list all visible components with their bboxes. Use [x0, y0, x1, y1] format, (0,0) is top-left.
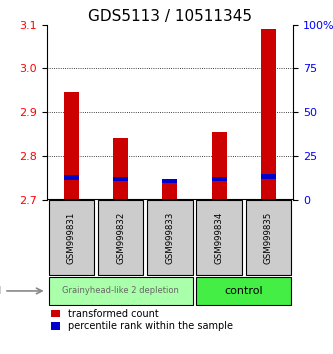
FancyBboxPatch shape — [49, 200, 94, 275]
Text: protocol: protocol — [0, 286, 42, 296]
Text: GSM999834: GSM999834 — [214, 212, 224, 264]
FancyBboxPatch shape — [196, 200, 242, 275]
Legend: transformed count, percentile rank within the sample: transformed count, percentile rank withi… — [52, 309, 233, 331]
Bar — [212, 132, 226, 200]
FancyBboxPatch shape — [147, 200, 192, 275]
FancyBboxPatch shape — [246, 200, 291, 275]
Bar — [113, 138, 128, 200]
FancyBboxPatch shape — [196, 277, 291, 305]
Bar — [113, 177, 128, 181]
Bar — [163, 180, 177, 200]
Bar — [163, 178, 177, 183]
Text: GSM999835: GSM999835 — [264, 212, 273, 264]
FancyBboxPatch shape — [98, 200, 143, 275]
Bar — [261, 174, 276, 178]
Text: GSM999831: GSM999831 — [67, 212, 76, 264]
Bar — [212, 177, 226, 181]
Text: Grainyhead-like 2 depletion: Grainyhead-like 2 depletion — [62, 286, 179, 296]
Bar — [261, 29, 276, 200]
Text: GSM999833: GSM999833 — [165, 212, 174, 264]
Title: GDS5113 / 10511345: GDS5113 / 10511345 — [88, 8, 252, 24]
FancyBboxPatch shape — [49, 277, 192, 305]
Bar — [64, 176, 79, 180]
Text: control: control — [224, 286, 263, 296]
Bar — [64, 92, 79, 200]
Text: GSM999832: GSM999832 — [116, 212, 125, 264]
